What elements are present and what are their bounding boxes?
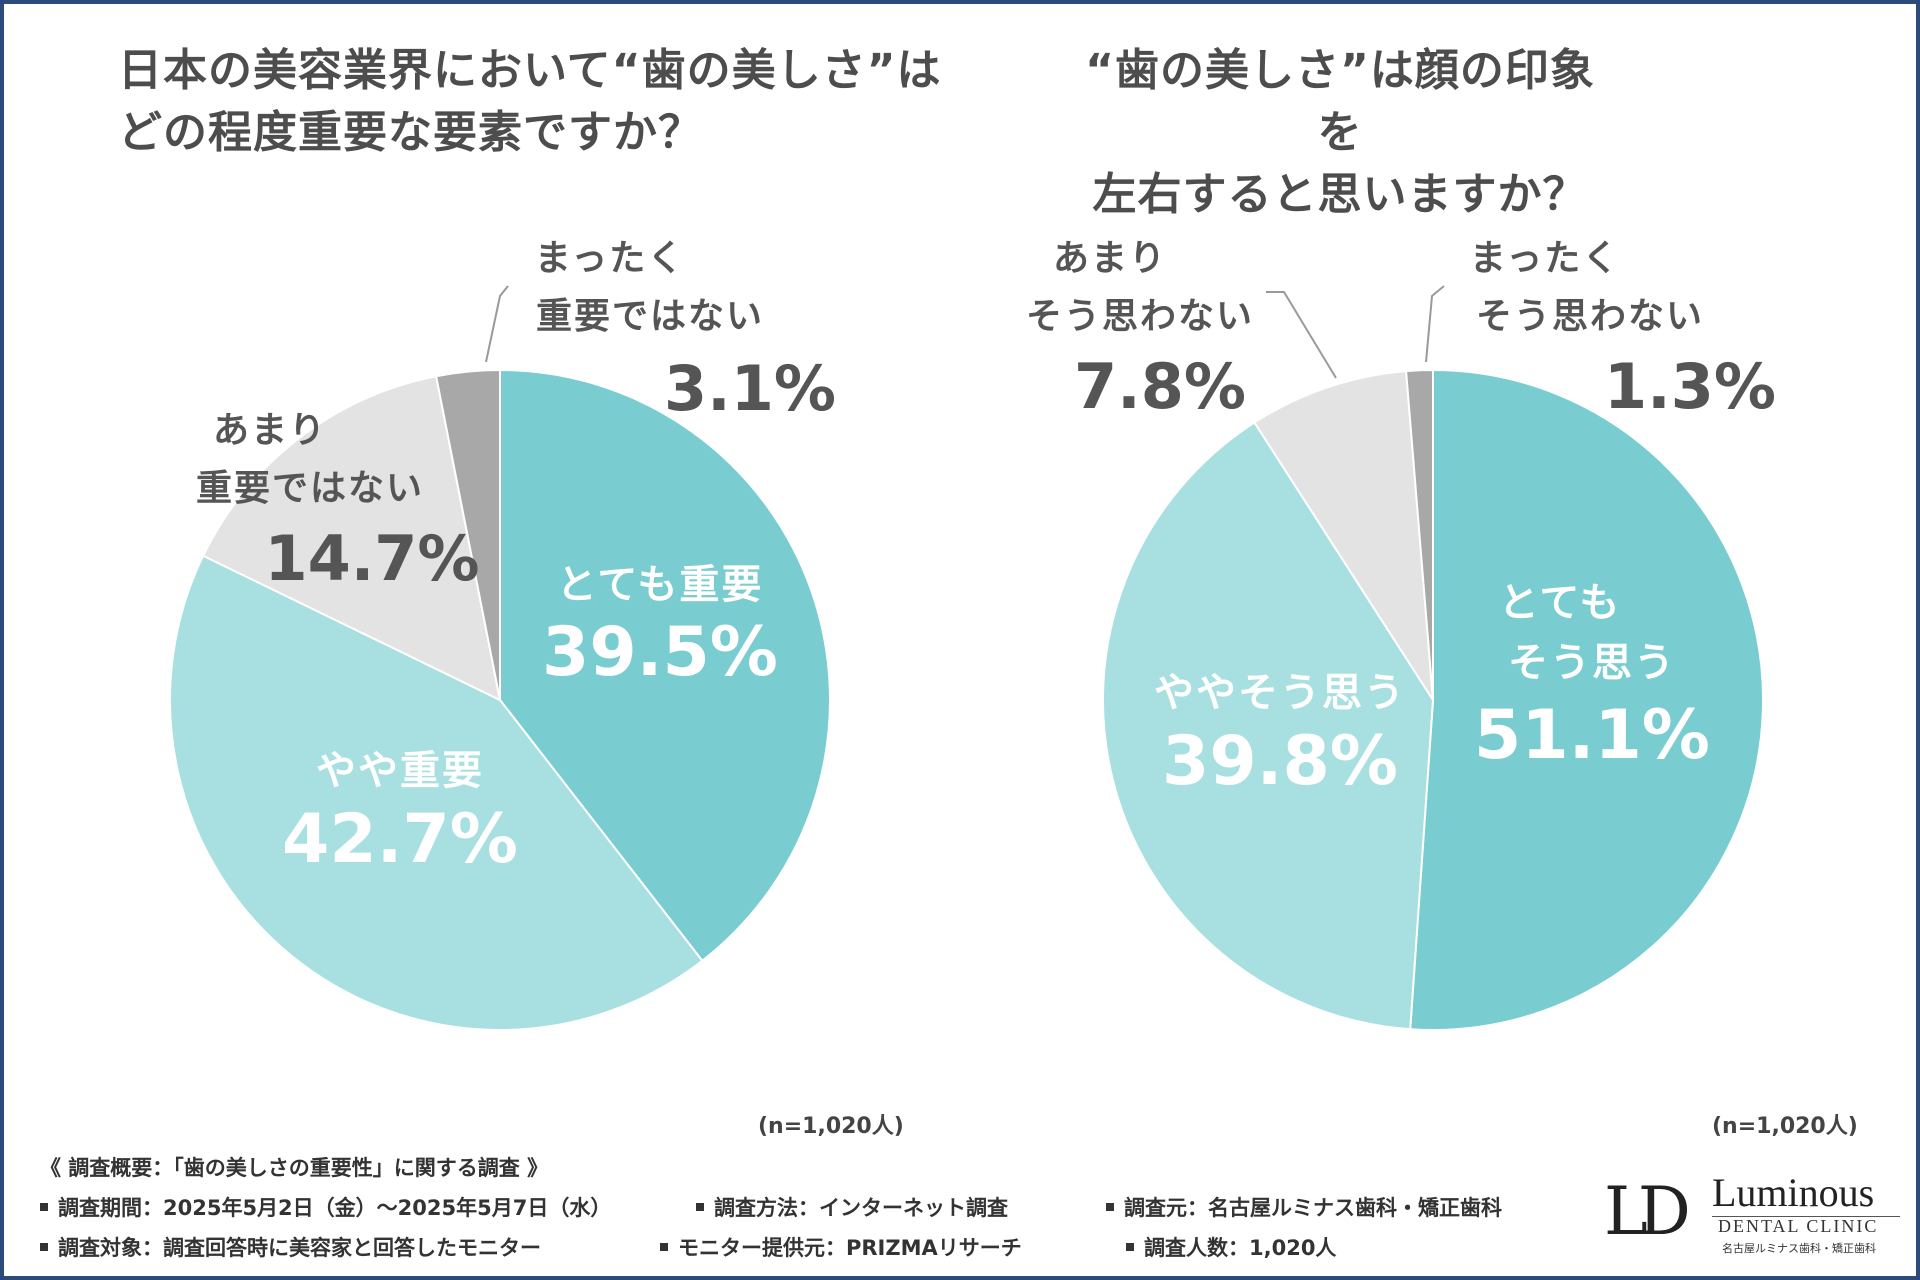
logo-mark: LD [1604, 1173, 1691, 1250]
slice-label-r3-2: そう思わない [1026, 296, 1254, 337]
slice-value-r2: 39.8% [1162, 722, 1398, 801]
bullet-icon [40, 1203, 48, 1211]
pie-slice-r1 [1409, 368, 1765, 1031]
survey-method: 調査方法：インターネット調査 [696, 1188, 1008, 1228]
slice-label-r4-1: まったく [1470, 238, 1621, 279]
slice-label-r2-1: ややそう思う [1154, 670, 1406, 716]
survey-target: 調査対象：調査回答時に美容家と回答したモニター [40, 1228, 541, 1268]
slice-label-r1-1: とても [1499, 580, 1622, 626]
survey-provider: モニター提供元：PRIZMAリサーチ [660, 1228, 1022, 1268]
survey-count-text: 調査人数：1,020人 [1144, 1236, 1337, 1260]
slice-label-l3-2: 重要ではない [196, 468, 424, 509]
chart-title-left-line-2: どの程度重要な要素ですか？ [118, 107, 703, 158]
survey-heading: 《 調査概要：「歯の美しさの重要性」に関する調査 》 [40, 1156, 549, 1180]
logo-divider [1712, 1216, 1900, 1217]
logo-japanese-name: 名古屋ルミナス歯科・矯正歯科 [1722, 1242, 1876, 1255]
slice-label-l4-1: まったく [535, 238, 686, 279]
survey-count: 調査人数：1,020人 [1126, 1228, 1336, 1268]
pie-slice-l3 [201, 375, 502, 702]
chart-title-right-line-2: 左右すると思いますか？ [1092, 169, 1588, 220]
bullet-icon [1126, 1243, 1134, 1251]
pie-slice-l4 [434, 368, 501, 701]
sample-size-left: (n=1,020人) [758, 1114, 904, 1139]
sample-size-right: (n=1,020人) [1712, 1114, 1858, 1139]
survey-period: 調査期間：2025年5月2日（金）～2025年5月7日（水） [40, 1188, 611, 1228]
slice-label-l3-1: あまり [213, 410, 327, 451]
slice-value-r3: 7.8% [1074, 350, 1246, 423]
chart-title-right-line-1: “歯の美しさ”は顔の印象を [1085, 45, 1595, 158]
pie-slice-r2 [1102, 421, 1435, 1031]
survey-target-text: 調査対象：調査回答時に美容家と回答したモニター [58, 1236, 541, 1260]
pie-slice-r4 [1405, 368, 1434, 701]
pie-slice-l2 [169, 554, 704, 1031]
leader-line-r3 [1266, 291, 1337, 379]
bullet-icon [1106, 1203, 1114, 1211]
slice-label-r1-2: そう思う [1508, 640, 1676, 686]
pie-slice-r3 [1253, 370, 1434, 701]
survey-source-text: 調査元：名古屋ルミナス歯科・矯正歯科 [1124, 1196, 1502, 1220]
slice-value-l4: 3.1% [664, 352, 836, 425]
slice-value-r1: 51.1% [1474, 696, 1710, 775]
survey-provider-text: モニター提供元：PRIZMAリサーチ [678, 1236, 1022, 1260]
leader-line-l4 [485, 285, 509, 363]
bullet-icon [40, 1243, 48, 1251]
pie-chart-left: とても重要39.5%やや重要42.7%あまり重要ではない14.7%まったく重要で… [169, 238, 836, 1031]
chart-title-right: “歯の美しさ”は顔の印象を 左右すると思いますか？ [1070, 40, 1610, 226]
slice-value-l2: 42.7% [282, 800, 518, 879]
slice-value-r4: 1.3% [1604, 350, 1776, 423]
leader-line-r4 [1425, 285, 1445, 363]
chart-title-left-line-1: 日本の美容業界において“歯の美しさ”は [118, 45, 942, 96]
slice-label-l4-2: 重要ではない [536, 296, 764, 337]
bullet-icon [696, 1203, 704, 1211]
bullet-icon [660, 1243, 668, 1251]
slice-label-l2-1: やや重要 [316, 748, 484, 794]
chart-title-left: 日本の美容業界において“歯の美しさ”は どの程度重要な要素ですか？ [118, 40, 942, 164]
slice-label-r3-1: あまり [1053, 238, 1167, 279]
slice-label-l1-1: とても重要 [557, 562, 764, 608]
survey-source: 調査元：名古屋ルミナス歯科・矯正歯科 [1106, 1188, 1502, 1228]
slice-value-l1: 39.5% [542, 613, 778, 692]
survey-period-text: 調査期間：2025年5月2日（金）～2025年5月7日（水） [58, 1196, 612, 1220]
slice-label-r4-2: そう思わない [1476, 296, 1704, 337]
slice-value-l3: 14.7% [264, 522, 479, 595]
logo-name: Luminous [1712, 1170, 1875, 1215]
logo-subtitle: DENTAL CLINIC [1718, 1216, 1879, 1236]
pie-slice-l1 [499, 368, 831, 963]
clinic-logo: LD Luminous DENTAL CLINIC 名古屋ルミナス歯科・矯正歯科 [1604, 1170, 1904, 1260]
survey-method-text: 調査方法：インターネット調査 [714, 1196, 1008, 1220]
